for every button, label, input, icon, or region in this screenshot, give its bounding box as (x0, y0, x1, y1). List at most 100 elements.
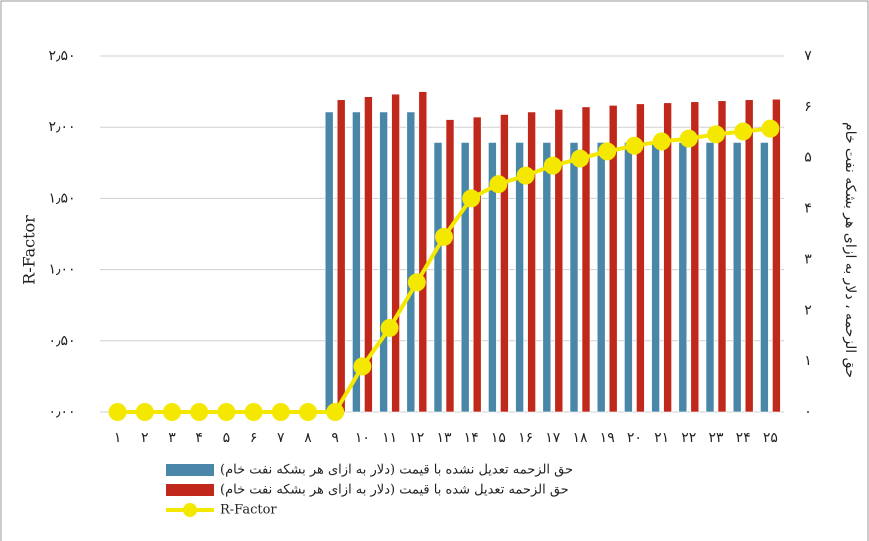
line-point (543, 156, 562, 175)
line-point (516, 166, 535, 185)
bar (760, 142, 769, 413)
bar (581, 106, 591, 413)
line-point (652, 132, 671, 151)
bar (500, 114, 509, 413)
y2-tick-label: ۷ (804, 48, 812, 64)
line-point (679, 129, 698, 148)
bar (445, 119, 455, 413)
bar (472, 116, 482, 413)
bar (624, 142, 633, 413)
y2-tick-label: ۲ (804, 302, 812, 318)
y-tick-label: ۱٫۵۰ (48, 190, 75, 206)
y2-tick-label: ۱ (804, 353, 812, 369)
x-tick-label: ۲۲ (681, 430, 696, 446)
legend-swatch (166, 464, 214, 476)
bar (772, 98, 781, 413)
legend-label: R-Factor (220, 503, 277, 518)
bar (364, 96, 373, 413)
y2-tick-label: ۰ (804, 404, 812, 420)
bar (651, 142, 660, 413)
bar (690, 101, 700, 413)
bar (336, 99, 346, 413)
x-tick-label: ۱۹ (600, 430, 615, 446)
bar (554, 109, 564, 413)
y-axis-label: R-Factor (20, 215, 39, 285)
y-tick-label: ۱٫۰۰ (48, 262, 75, 278)
x-tick-label: ۱۳ (436, 430, 452, 446)
line-point (299, 403, 317, 421)
line-point (353, 357, 372, 376)
bar (418, 91, 428, 413)
y-tick-label: ۲٫۵۰ (48, 48, 75, 64)
y2-axis-label: حق الزحمه ، دلار به ازای هر بشکه نفت خام (842, 122, 858, 378)
bar (636, 103, 645, 413)
x-tick-label: ۱۰ (355, 430, 370, 446)
line-point (734, 122, 753, 141)
x-tick-label: ۴ (195, 430, 203, 446)
x-tick-label: ۱۶ (518, 430, 533, 446)
line-point (407, 273, 426, 292)
bar (705, 142, 715, 413)
line-point (135, 403, 154, 421)
line-point (761, 119, 780, 138)
bar (433, 142, 443, 413)
line-point (108, 403, 127, 421)
line-point (190, 403, 209, 421)
bar (406, 111, 416, 413)
bar (569, 142, 579, 413)
bar (391, 93, 400, 413)
line-point (489, 175, 508, 194)
bar (542, 142, 552, 413)
x-tick-label: ۱۱ (382, 430, 397, 446)
y2-tick-label: ۶ (804, 99, 812, 115)
x-tick-label: ۵ (223, 430, 231, 446)
legend-swatch (166, 484, 214, 496)
x-tick-label: ۲۳ (708, 430, 724, 446)
bar (717, 100, 727, 413)
x-tick-label: ۱۷ (545, 430, 561, 446)
bar (527, 111, 536, 413)
x-tick-label: ۲۱ (654, 430, 669, 446)
x-tick-label: ۱۵ (491, 430, 506, 446)
bar (608, 105, 618, 413)
x-tick-label: ۱ (114, 430, 122, 446)
bar (488, 142, 497, 413)
line-point (380, 318, 399, 337)
line-point (326, 403, 345, 421)
y-tick-label: ۰٫۵۰ (48, 333, 75, 349)
bar (744, 99, 754, 413)
x-tick-label: ۱۴ (464, 430, 479, 446)
bar (379, 111, 388, 413)
y-tick-label: ۰٫۰۰ (48, 404, 75, 420)
legend-swatch (183, 503, 197, 517)
x-tick-label: ۱۲ (409, 430, 424, 446)
legend-label: حق الزحمه تعدیل شده با قیمت (دلار به ازا… (220, 483, 569, 498)
x-tick-label: ۱۸ (572, 430, 588, 446)
x-tick-label: ۹ (331, 430, 339, 446)
line-point (435, 227, 453, 246)
line-point (217, 403, 236, 421)
x-tick-label: ۷ (277, 430, 285, 446)
line-point (462, 189, 481, 208)
x-tick-label: ۶ (250, 430, 258, 446)
y2-tick-label: ۵ (804, 150, 812, 166)
y-tick-label: ۲٫۰۰ (48, 119, 75, 135)
bar (678, 142, 688, 413)
x-tick-label: ۸ (304, 430, 312, 446)
bar (732, 142, 742, 413)
y2-tick-label: ۳ (804, 251, 812, 267)
x-tick-label: ۲۰ (627, 430, 642, 446)
bar (596, 142, 606, 413)
line-point (598, 142, 617, 161)
x-tick-label: ۲۵ (763, 430, 778, 446)
bar (515, 142, 524, 413)
x-tick-label: ۳ (168, 430, 176, 446)
x-tick-label: ۲۴ (736, 430, 751, 446)
line-point (571, 149, 589, 168)
line-point (271, 403, 290, 421)
x-tick-label: ۲ (141, 430, 149, 446)
line-point (707, 125, 725, 144)
y2-tick-label: ۴ (804, 201, 812, 217)
